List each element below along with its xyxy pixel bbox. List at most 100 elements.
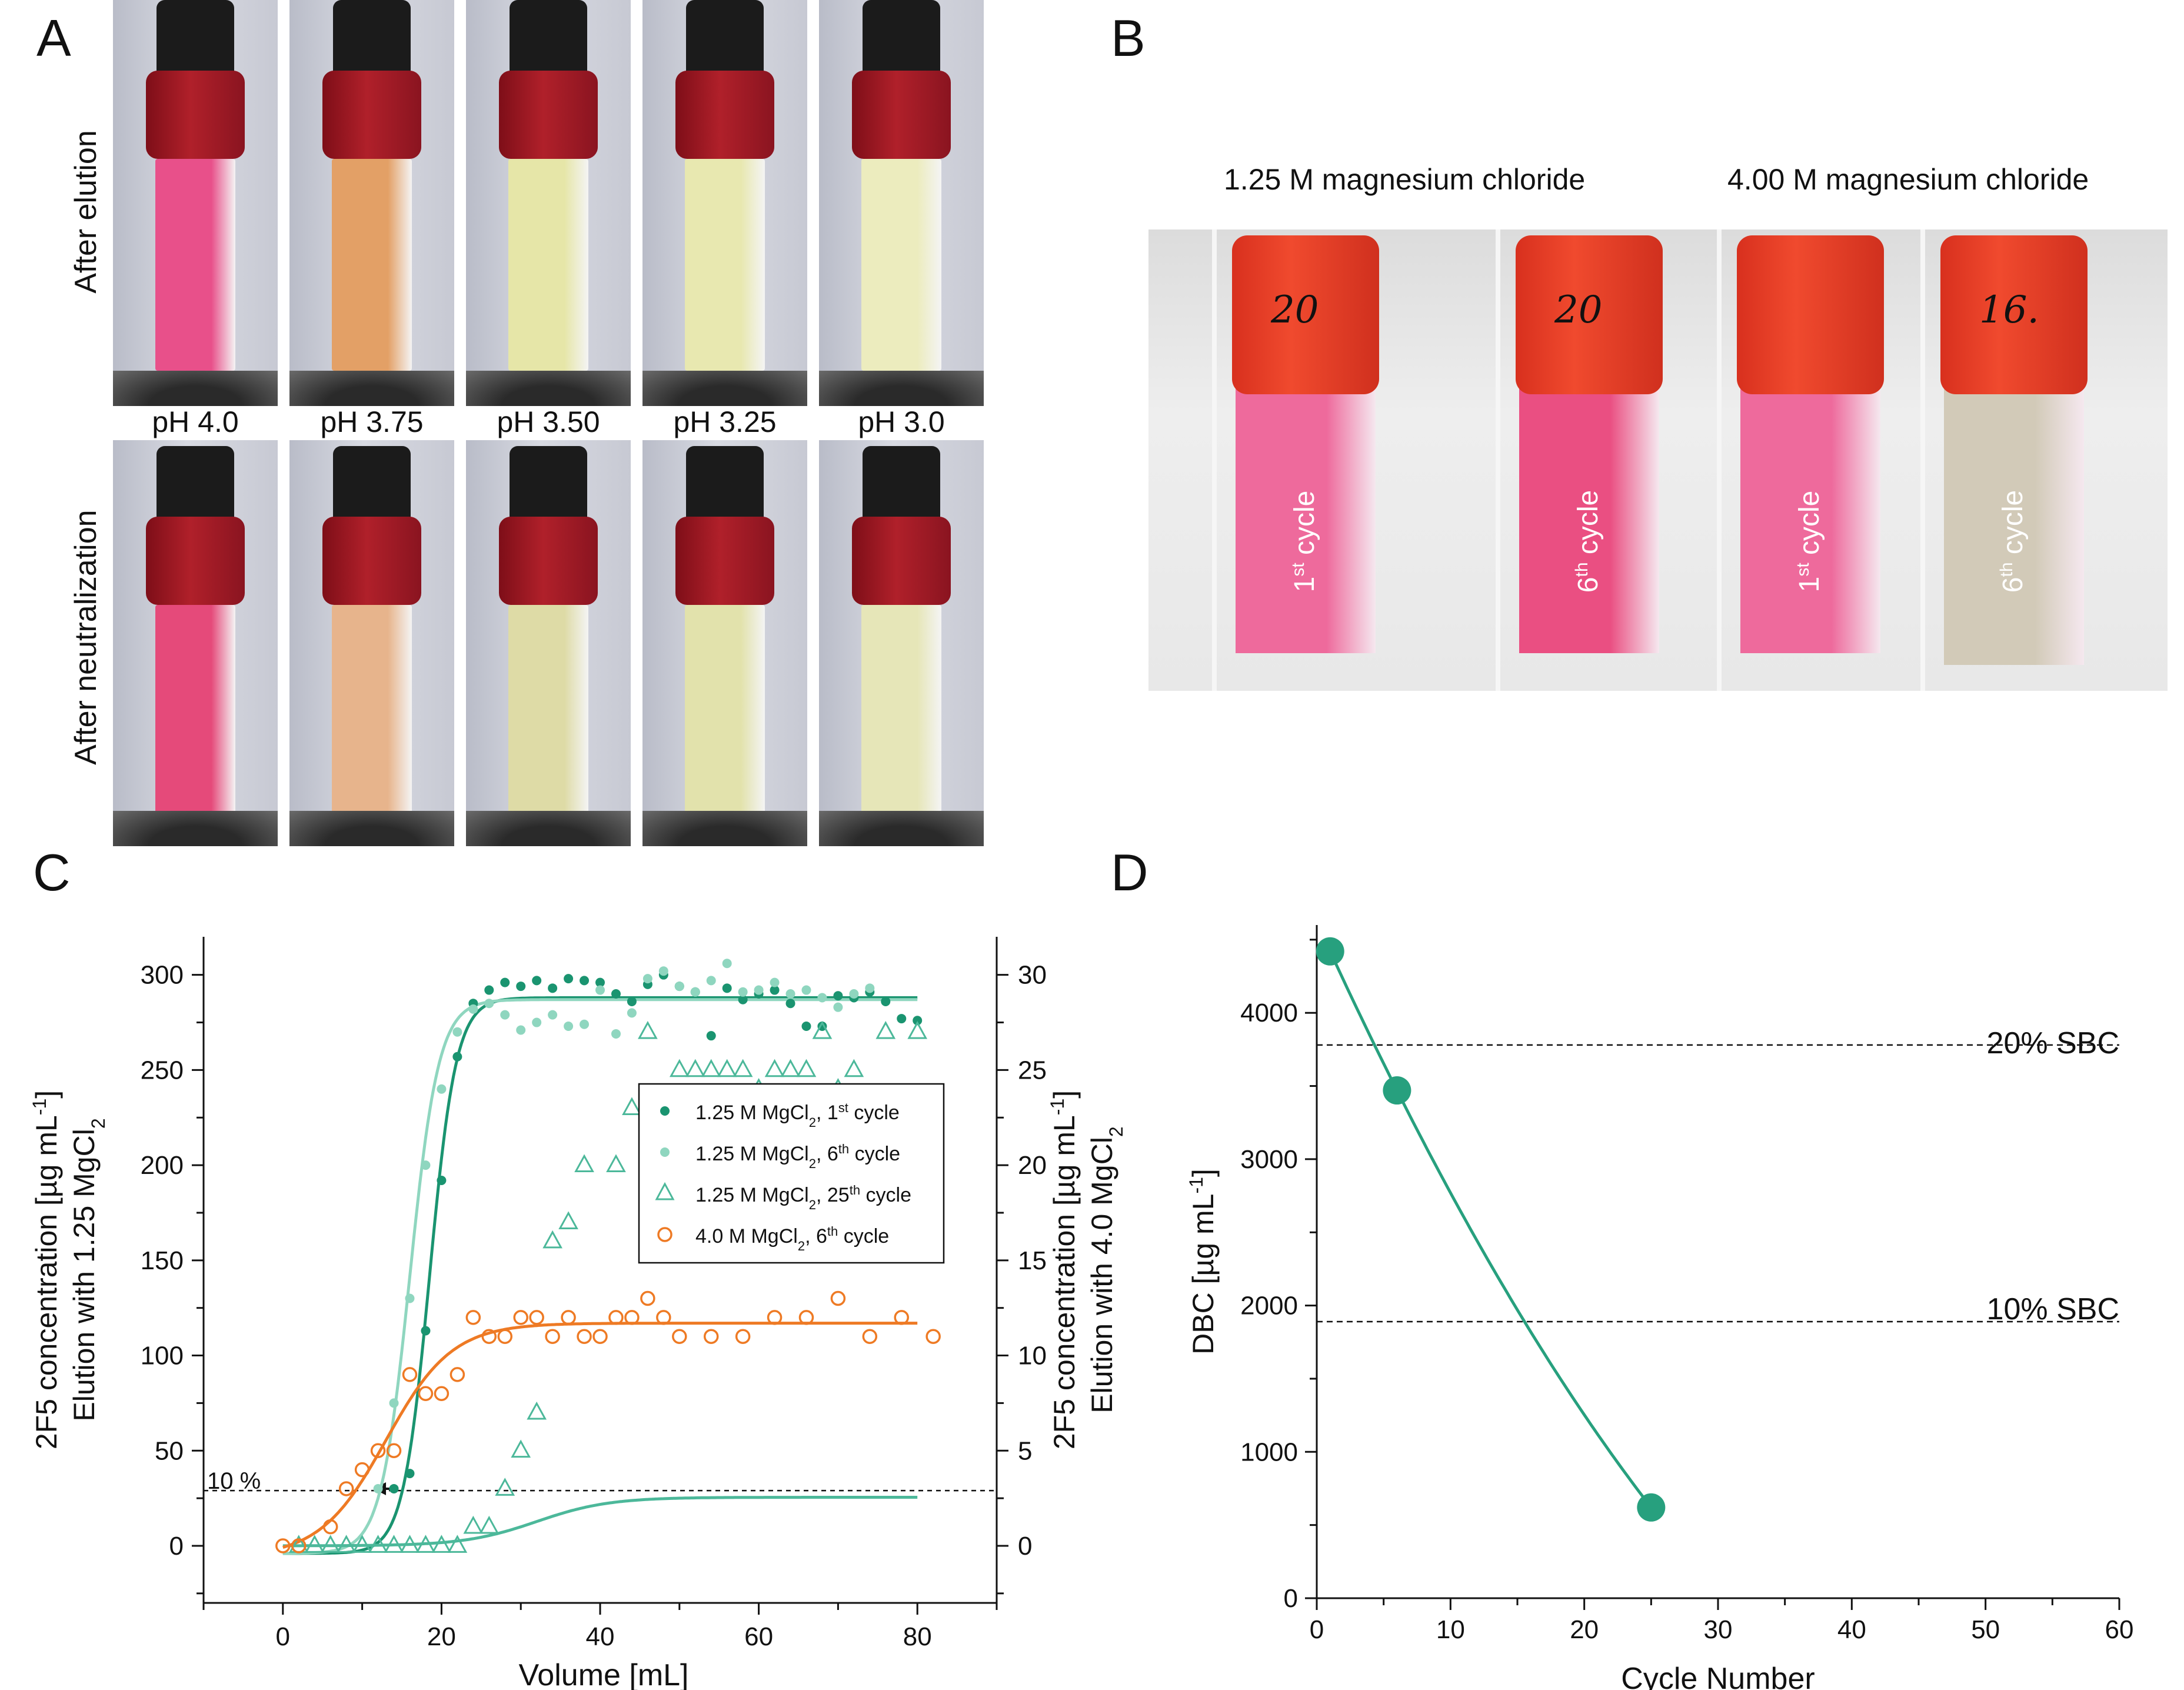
panel-c-x-tick-label: 40 (586, 1622, 615, 1651)
panel-c-point (484, 999, 494, 1009)
panel-c-point (527, 1401, 547, 1420)
red-cap (499, 71, 598, 159)
panel-c-point (595, 985, 605, 995)
panel-c-point (516, 982, 526, 992)
panel-c-point (437, 1175, 447, 1185)
panel-c-point (638, 1021, 658, 1039)
column-tube-2 (1740, 371, 1880, 653)
red-cap (675, 71, 774, 159)
panel-d-fit-curve (1329, 950, 1653, 1509)
panel-c-x-tick-label: 80 (903, 1622, 932, 1651)
row-label-after-neutralization: After neutralization (69, 510, 103, 765)
ph-label-0: pH 4.0 (152, 405, 239, 438)
panel-c-point (622, 1097, 642, 1115)
panel-c-point (608, 1310, 624, 1325)
panel-c-point (452, 1027, 462, 1037)
column-tube (332, 605, 412, 817)
svg-text:2F5 concentration [µg mL-1]: 2F5 concentration [µg mL-1] (29, 1090, 63, 1449)
panel-c-point (685, 1059, 705, 1077)
svg-text:Elution with 4.0 MgCl2: Elution with 4.0 MgCl2 (1086, 1126, 1127, 1413)
panel-c-point (833, 1002, 843, 1012)
panel-c-point (532, 976, 542, 986)
panel-c-point (738, 987, 748, 997)
column-tube (508, 605, 588, 817)
panel-c-ylabel-right: 2F5 concentration [µg mL-1]Elution with … (1047, 1090, 1127, 1449)
panel-c-point (275, 1538, 291, 1553)
panel-c-point (497, 1329, 512, 1344)
panel-c-point (500, 1010, 510, 1020)
panel-c-point (338, 1481, 354, 1496)
panel-c-y-right-tick-label: 30 (1018, 961, 1047, 990)
panel-c-point (849, 989, 859, 999)
base-holder (289, 371, 454, 406)
panel-b-title-4-00m: 4.00 M magnesium chloride (1727, 163, 2089, 196)
panel-c-point (447, 1535, 468, 1553)
panel-c-point (548, 983, 558, 993)
panel-c-point (495, 1478, 515, 1496)
panel-c-point (452, 1052, 462, 1062)
panel-c-point (484, 985, 494, 995)
panel-c-point (735, 1329, 751, 1344)
panel-c-point (370, 1443, 386, 1459)
panel-c-y-tick-label: 150 (141, 1246, 184, 1275)
panel-c-point (421, 1160, 431, 1170)
red-cap (322, 71, 421, 159)
panel-c-point (785, 989, 795, 999)
photo-elution-4 (819, 0, 984, 406)
panel-c-point (577, 1329, 592, 1344)
photo-elution-0 (113, 0, 278, 406)
base-holder (642, 811, 807, 846)
panel-c-point (875, 1021, 896, 1039)
panel-c-point (564, 974, 574, 984)
panel-c-point (925, 1329, 941, 1344)
photo-neutralization-1 (289, 440, 454, 846)
red-cap (322, 517, 421, 605)
panel-c-point (624, 1310, 640, 1325)
panel-c-point (595, 977, 605, 987)
column-tube (685, 605, 765, 817)
panel-b-letter: B (1111, 9, 1146, 67)
panel-c-point (373, 1483, 383, 1493)
panel-c-point (658, 966, 668, 976)
panel-d-y-tick-label: 4000 (1240, 999, 1298, 1027)
panel-c-y-right-tick-label: 0 (1018, 1532, 1032, 1561)
base-holder (113, 811, 278, 846)
panel-c-point (674, 982, 684, 992)
panel-c-point (706, 976, 716, 986)
glass-edge (1717, 229, 1722, 691)
panel-c-point (511, 1439, 531, 1458)
panel-d-x-tick-label: 40 (1837, 1615, 1866, 1644)
panel-d-point (1383, 1076, 1411, 1105)
panel-c-point (844, 1059, 864, 1077)
panel-c-y-right-tick-label: 20 (1018, 1151, 1047, 1180)
panel-d-x-tick-label: 60 (2105, 1615, 2134, 1644)
panel-c-legend-marker (655, 1182, 675, 1200)
panel-d-x-tick-label: 0 (1310, 1615, 1324, 1644)
panel-c-point (701, 1059, 721, 1077)
panel-c-point (386, 1443, 402, 1459)
panel-c-point (717, 1059, 737, 1077)
panel-c-x-tick-label: 20 (427, 1622, 456, 1651)
photo-elution-3 (642, 0, 807, 406)
panel-c-xlabel: Volume [mL] (518, 1658, 688, 1690)
base-holder (819, 371, 984, 406)
panel-c-point (754, 985, 764, 995)
red-cap (499, 517, 598, 605)
panel-c-point (468, 1004, 478, 1014)
panel-c-point (354, 1462, 370, 1478)
panel-c-point (642, 974, 652, 984)
row-label-after-elution: After elution (69, 130, 103, 294)
panel-c-y-right-tick-label: 25 (1018, 1056, 1047, 1084)
column-tube (685, 159, 765, 371)
svg-text:DBC [µg mL-1]: DBC [µg mL-1] (1186, 1169, 1220, 1355)
panel-c-point (690, 987, 700, 997)
panel-c-point (434, 1386, 450, 1401)
panel-c-point (389, 1483, 399, 1493)
panel-c-point (415, 1535, 436, 1553)
panel-c-point (545, 1329, 560, 1344)
panel-d-point (1637, 1493, 1666, 1522)
column-tube (155, 159, 235, 371)
panel-c-point (796, 1059, 817, 1077)
ph-label-3: pH 3.25 (673, 405, 777, 438)
panel-c-point (561, 1310, 576, 1325)
